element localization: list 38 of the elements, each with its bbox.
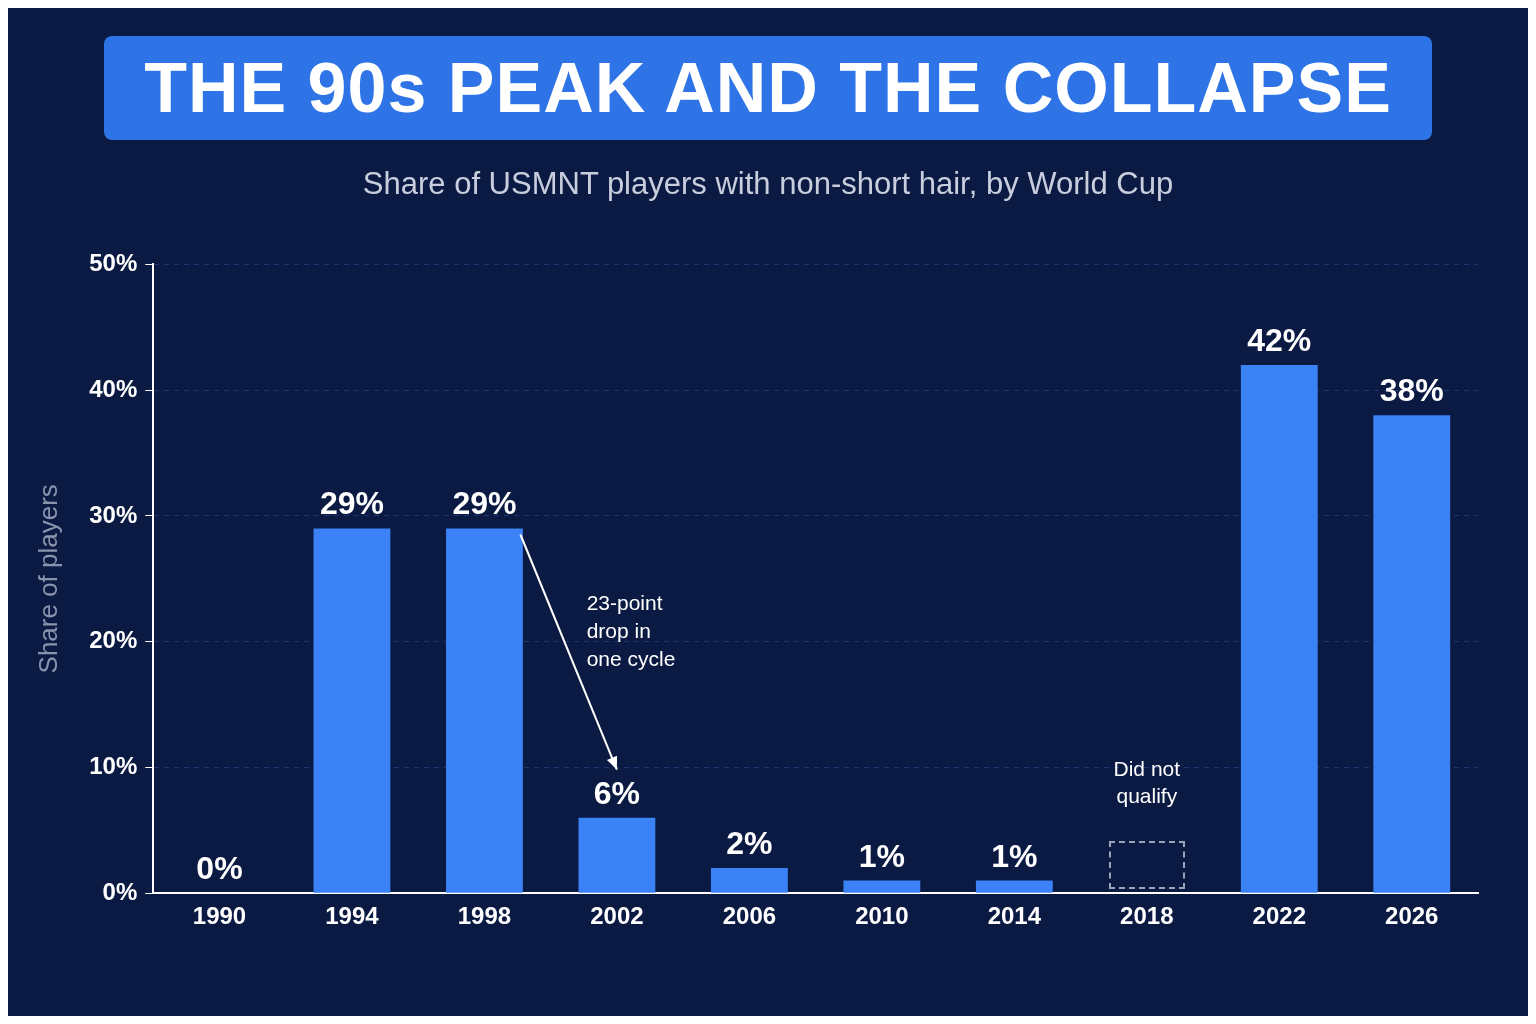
x-tick-label: 1994	[325, 902, 380, 930]
y-tick-label: 30%	[89, 500, 138, 528]
bar	[313, 528, 391, 893]
x-tick-label: 1998	[457, 902, 512, 930]
data-label: 29%	[452, 485, 517, 522]
x-tick-label: 2014	[987, 902, 1042, 930]
bar	[1240, 365, 1318, 893]
x-tick-label: 2026	[1385, 902, 1439, 930]
y-tick-label: 0%	[102, 877, 138, 905]
y-tick-label: 40%	[89, 374, 138, 402]
y-tick-label: 10%	[89, 752, 138, 780]
data-label: 29%	[319, 485, 384, 522]
bar	[578, 817, 656, 893]
bar	[975, 880, 1053, 893]
data-label: 0%	[196, 850, 243, 887]
y-axis-title: Share of players	[32, 484, 63, 674]
y-tick-label: 20%	[89, 626, 138, 654]
bar	[446, 528, 523, 893]
x-tick-label: 1990	[192, 902, 247, 930]
x-tick-label: 2018	[1120, 902, 1174, 930]
y-tick-label: 50%	[89, 249, 138, 277]
x-tick-label: 2010	[855, 902, 909, 930]
data-label: 38%	[1379, 372, 1444, 409]
annotation: Did not qualify	[1113, 757, 1181, 808]
data-label: 42%	[1247, 322, 1312, 359]
data-label: 1%	[991, 837, 1038, 874]
x-tick-label: 2022	[1252, 902, 1306, 930]
annotation: 23-point drop in one cycle	[586, 591, 676, 671]
chart-subtitle: Share of USMNT players with non-short hair, by World Cup	[361, 166, 1175, 202]
bar	[1373, 415, 1451, 893]
data-label: 6%	[593, 774, 641, 811]
chart-title: THE 90s PEAK AND THE COLLAPSE	[104, 36, 1432, 140]
x-tick-label: 2006	[722, 902, 777, 930]
data-label: 2%	[726, 825, 773, 862]
bar	[843, 880, 921, 893]
x-tick-label: 2002	[590, 902, 644, 930]
bar	[710, 868, 788, 893]
data-label: 1%	[858, 837, 905, 874]
